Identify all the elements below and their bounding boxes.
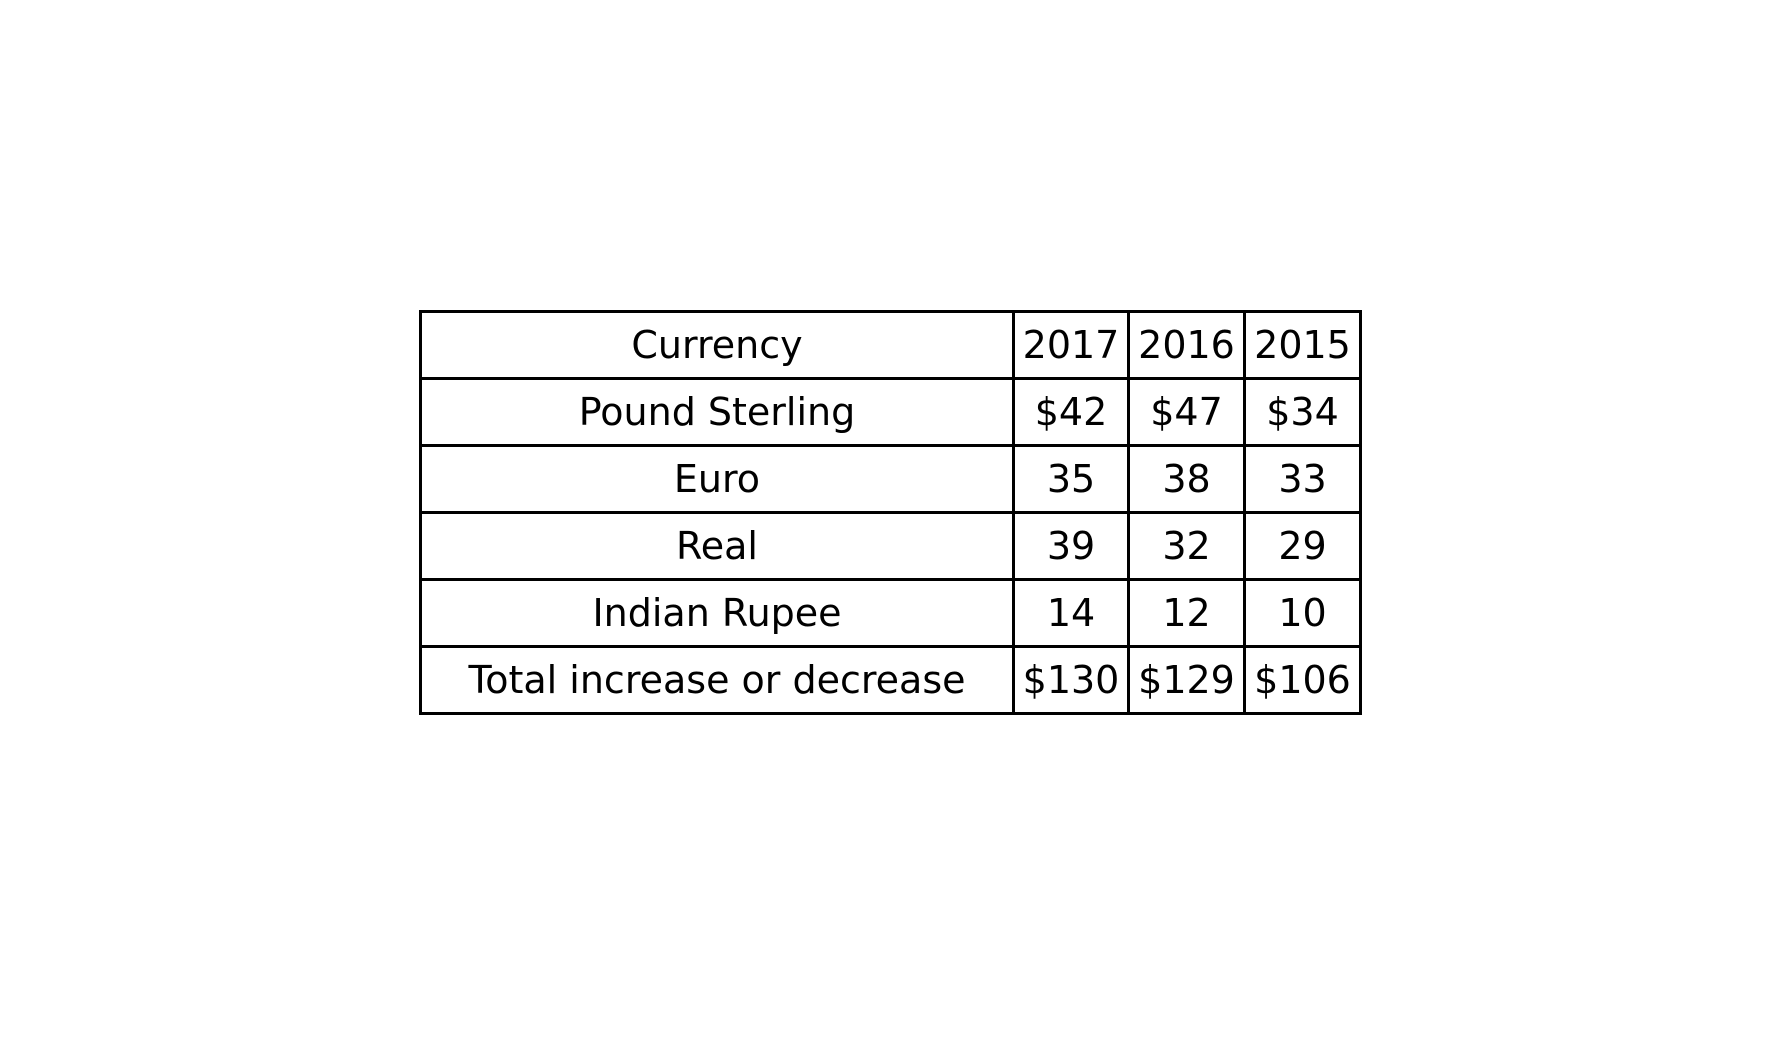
value-cell: $47	[1127, 377, 1246, 447]
value-cell: 14	[1012, 578, 1130, 648]
value-cell: $106	[1243, 645, 1362, 715]
row-label-cell: Indian Rupee	[419, 578, 1015, 648]
table-row: Pound Sterling $42 $47 $34	[419, 377, 1362, 447]
header-cell-year: 2015	[1243, 310, 1362, 380]
row-label-cell: Pound Sterling	[419, 377, 1015, 447]
value-cell: $42	[1012, 377, 1130, 447]
currency-table: Currency 2017 2016 2015 Pound Sterling $42 $47…	[419, 310, 1362, 715]
value-cell: 33	[1243, 444, 1362, 514]
value-cell: $129	[1127, 645, 1246, 715]
currency-table-container: Currency 2017 2016 2015 Pound Sterling $42 $47…	[419, 310, 1362, 715]
header-cell-year: 2017	[1012, 310, 1130, 380]
row-label-cell: Euro	[419, 444, 1015, 514]
table-header-row: Currency 2017 2016 2015	[419, 310, 1362, 380]
value-cell: 39	[1012, 511, 1130, 581]
value-cell: 10	[1243, 578, 1362, 648]
value-cell: 12	[1127, 578, 1246, 648]
value-cell: 32	[1127, 511, 1246, 581]
value-cell: 29	[1243, 511, 1362, 581]
header-cell-year: 2016	[1127, 310, 1246, 380]
value-cell: $34	[1243, 377, 1362, 447]
row-label-cell: Total increase or decrease	[419, 645, 1015, 715]
table-row: Indian Rupee 14 12 10	[419, 578, 1362, 648]
header-cell-currency: Currency	[419, 310, 1015, 380]
row-label-cell: Real	[419, 511, 1015, 581]
value-cell: 38	[1127, 444, 1246, 514]
value-cell: $130	[1012, 645, 1130, 715]
value-cell: 35	[1012, 444, 1130, 514]
table-total-row: Total increase or decrease $130 $129 $106	[419, 645, 1362, 715]
table-row: Euro 35 38 33	[419, 444, 1362, 514]
table-body: Currency 2017 2016 2015 Pound Sterling $42 $47…	[419, 310, 1362, 715]
table-row: Real 39 32 29	[419, 511, 1362, 581]
